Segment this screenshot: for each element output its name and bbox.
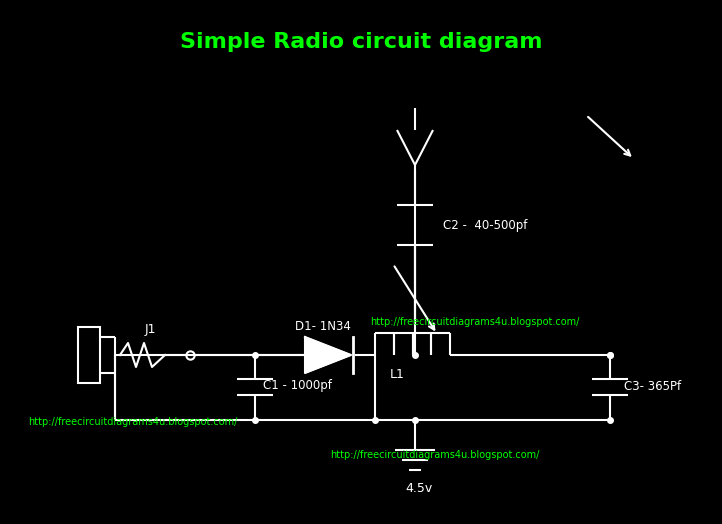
Text: http://freecircuitdiagrams4u.blogspot.com/: http://freecircuitdiagrams4u.blogspot.co… bbox=[28, 417, 238, 427]
Text: C3- 365Pf: C3- 365Pf bbox=[624, 380, 681, 394]
Text: C2 -  40-500pf: C2 - 40-500pf bbox=[443, 219, 527, 232]
Text: J1: J1 bbox=[145, 323, 157, 336]
Text: C1 - 1000pf: C1 - 1000pf bbox=[263, 378, 332, 391]
Bar bbox=[78, 327, 100, 383]
Text: 4.5v: 4.5v bbox=[405, 482, 432, 495]
Text: http://freecircuitdiagrams4u.blogspot.com/: http://freecircuitdiagrams4u.blogspot.co… bbox=[370, 317, 579, 327]
Text: L1: L1 bbox=[390, 368, 405, 381]
Text: D1- 1N34: D1- 1N34 bbox=[295, 321, 351, 333]
Text: http://freecircuitdiagrams4u.blogspot.com/: http://freecircuitdiagrams4u.blogspot.co… bbox=[330, 450, 539, 460]
Polygon shape bbox=[305, 337, 351, 373]
Text: Simple Radio circuit diagram: Simple Radio circuit diagram bbox=[180, 32, 542, 52]
